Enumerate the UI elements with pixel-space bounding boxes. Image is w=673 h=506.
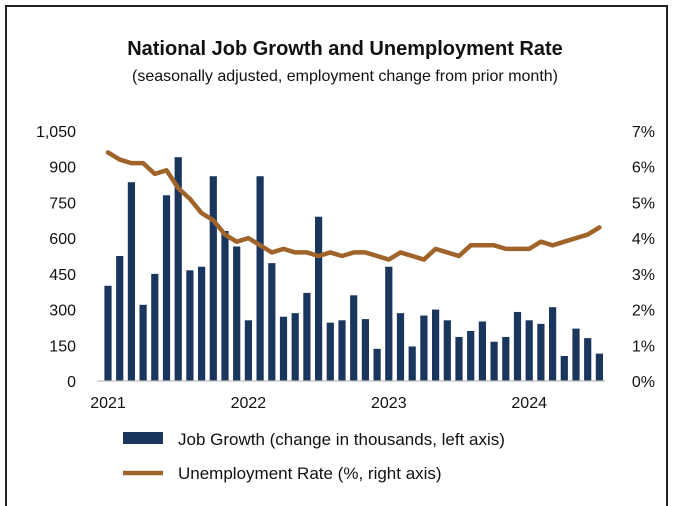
job-growth-bar bbox=[420, 316, 427, 381]
job-growth-bar bbox=[104, 286, 111, 381]
right-axis-tick-label: 0% bbox=[632, 374, 655, 391]
job-growth-bar bbox=[444, 320, 451, 381]
job-growth-bar bbox=[327, 323, 334, 381]
job-growth-bar bbox=[479, 321, 486, 381]
job-growth-bar bbox=[572, 329, 579, 381]
right-axis-tick-label: 2% bbox=[632, 303, 655, 320]
job-growth-bar bbox=[455, 337, 462, 381]
left-axis-tick-label: 1,050 bbox=[36, 124, 76, 141]
job-growth-bar bbox=[397, 313, 404, 381]
job-growth-bar bbox=[432, 310, 439, 381]
right-axis-tick-label: 4% bbox=[632, 231, 655, 248]
job-growth-bar bbox=[374, 349, 381, 381]
job-growth-bar bbox=[233, 246, 240, 381]
job-growth-bar bbox=[128, 182, 135, 381]
job-growth-bar bbox=[280, 317, 287, 381]
job-growth-bar bbox=[303, 293, 310, 381]
job-growth-bar bbox=[385, 267, 392, 381]
job-growth-bar bbox=[584, 338, 591, 381]
left-axis-tick-label: 750 bbox=[49, 195, 76, 212]
job-growth-bar bbox=[116, 256, 123, 381]
legend: Job Growth (change in thousands, left ax… bbox=[123, 430, 505, 483]
job-growth-bar bbox=[198, 267, 205, 381]
job-growth-bar bbox=[338, 320, 345, 381]
job-growth-bar bbox=[537, 324, 544, 381]
left-axis-tick-label: 450 bbox=[49, 267, 76, 284]
job-growth-bar bbox=[549, 307, 556, 381]
right-axis-tick-label: 6% bbox=[632, 160, 655, 177]
x-axis-tick-label: 2023 bbox=[371, 395, 407, 412]
legend-label-job-growth: Job Growth (change in thousands, left ax… bbox=[178, 430, 505, 449]
job-growth-bar bbox=[163, 195, 170, 381]
legend-swatch-job-growth bbox=[123, 432, 163, 444]
x-axis-ticks: 2021 2022 2023 2024 bbox=[90, 395, 547, 412]
job-growth-bar bbox=[210, 176, 217, 381]
right-axis-tick-label: 7% bbox=[632, 124, 655, 141]
job-growth-bar bbox=[467, 331, 474, 381]
left-axis-tick-label: 0 bbox=[67, 374, 76, 391]
job-growth-bar bbox=[140, 305, 147, 381]
job-growth-bar bbox=[491, 342, 498, 381]
job-growth-bar bbox=[245, 320, 252, 381]
job-growth-bar bbox=[186, 270, 193, 381]
right-axis-tick-label: 5% bbox=[632, 195, 655, 212]
chart-title: National Job Growth and Unemployment Rat… bbox=[127, 38, 563, 60]
job-growth-bar bbox=[350, 295, 357, 381]
left-axis-tick-label: 900 bbox=[49, 160, 76, 177]
x-axis-tick-label: 2022 bbox=[231, 395, 267, 412]
job-growth-bar bbox=[526, 320, 533, 381]
left-axis-tick-label: 600 bbox=[49, 231, 76, 248]
job-growth-bar bbox=[561, 356, 568, 381]
job-growth-bar bbox=[596, 354, 603, 381]
job-growth-bar bbox=[257, 176, 264, 381]
x-axis-tick-label: 2021 bbox=[90, 395, 126, 412]
right-axis-tick-label: 1% bbox=[632, 338, 655, 355]
job-growth-bar bbox=[268, 263, 275, 381]
job-growth-bar bbox=[292, 313, 299, 381]
job-growth-bar bbox=[221, 231, 228, 381]
left-axis-tick-label: 300 bbox=[49, 303, 76, 320]
job-growth-bar bbox=[151, 274, 158, 381]
job-growth-bar bbox=[315, 217, 322, 381]
legend-label-unemployment: Unemployment Rate (%, right axis) bbox=[178, 464, 442, 483]
right-axis-tick-label: 3% bbox=[632, 267, 655, 284]
chart-subtitle: (seasonally adjusted, employment change … bbox=[132, 68, 558, 85]
job-growth-bar bbox=[514, 312, 521, 381]
left-axis-tick-label: 150 bbox=[49, 338, 76, 355]
job-growth-bar bbox=[362, 319, 369, 381]
right-axis-ticks: 0% 1% 2% 3% 4% 5% 6% 7% bbox=[632, 124, 655, 391]
left-axis-ticks: 0 150 300 450 600 750 900 1,050 bbox=[36, 124, 76, 391]
x-axis-tick-label: 2024 bbox=[511, 395, 547, 412]
job-growth-bar bbox=[502, 337, 509, 381]
job-growth-bar bbox=[409, 346, 416, 381]
